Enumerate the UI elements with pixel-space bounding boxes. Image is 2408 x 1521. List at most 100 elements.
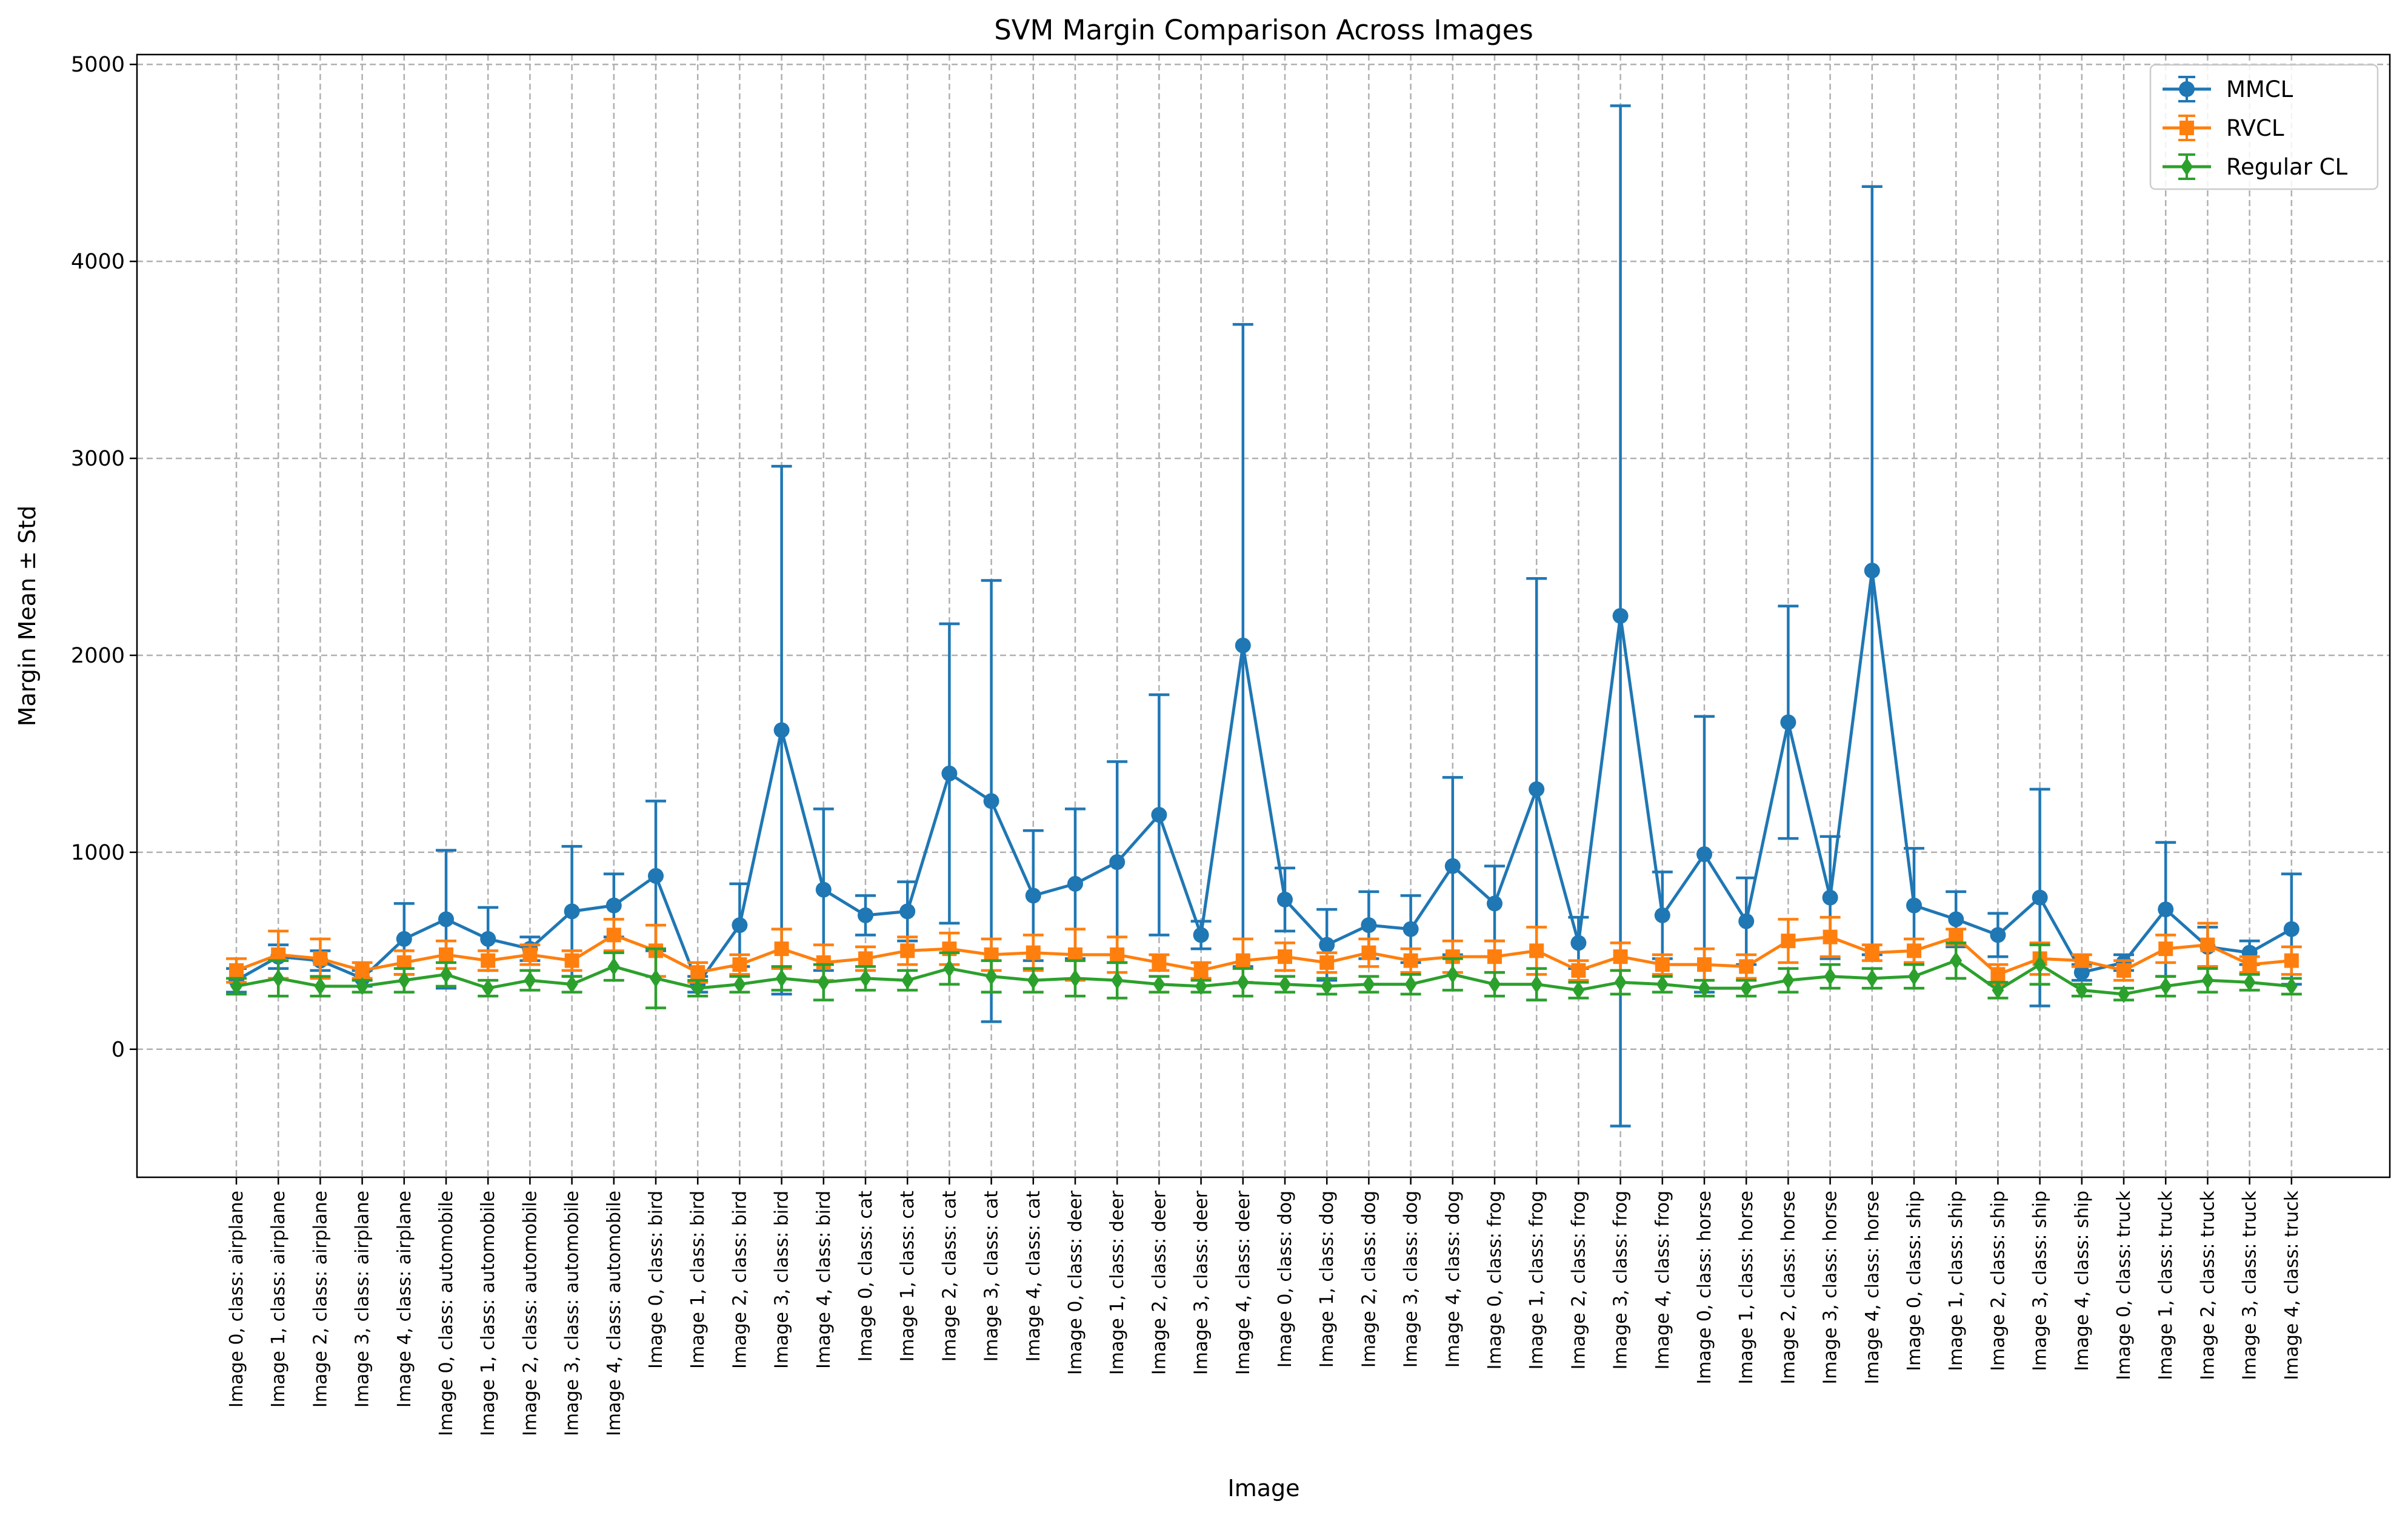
data-point: [229, 963, 244, 978]
data-point: [1950, 951, 1963, 970]
data-point: [1907, 943, 1921, 958]
data-point: [1738, 913, 1755, 929]
x-tick-label: Image 3, class: dog: [1401, 1191, 1422, 1368]
data-point: [1402, 921, 1419, 937]
x-axis: Image 0, class: airplane Image 1, class: …: [226, 1177, 2303, 1436]
data-point: [1278, 949, 1292, 964]
data-point: [1529, 781, 1545, 797]
data-point: [1612, 608, 1629, 624]
data-point: [1193, 927, 1209, 943]
x-axis-label: Image: [1227, 1475, 1299, 1502]
data-point: [1697, 957, 1712, 972]
data-point: [2242, 957, 2257, 972]
y-tick-label: 2000: [71, 644, 125, 668]
data-point: [1864, 945, 1879, 960]
y-axis: 0 1000 2000 3000 4000 5000: [71, 53, 137, 1062]
x-tick-label: Image 0, class: horse: [1694, 1191, 1715, 1385]
plot-area-frame: [136, 53, 2391, 1178]
data-point: [1822, 889, 1838, 906]
data-point: [272, 969, 285, 988]
x-tick-label: Image 0, class: cat: [855, 1191, 876, 1362]
data-point: [439, 947, 453, 962]
data-point: [1446, 965, 1459, 984]
data-point: [2158, 901, 2174, 918]
chart-title: SVM Margin Comparison Across Images: [994, 14, 1533, 46]
x-tick-label: Image 0, class: ship: [1904, 1191, 1925, 1371]
data-point: [480, 931, 496, 947]
data-point: [1613, 949, 1628, 964]
data-point: [1530, 975, 1543, 994]
data-point: [2160, 977, 2172, 995]
data-point: [1444, 858, 1461, 874]
data-point: [1362, 975, 1375, 994]
x-tick-label: Image 4, class: frog: [1652, 1191, 1673, 1369]
x-tick-label: Image 4, class: automobile: [604, 1191, 625, 1436]
data-point: [1780, 714, 1796, 730]
data-point: [1403, 953, 1418, 968]
data-point: [1698, 979, 1710, 998]
data-point: [1153, 975, 1166, 994]
data-point: [1570, 935, 1587, 951]
data-point: [1361, 945, 1376, 960]
data-point: [230, 977, 242, 995]
x-tick-label: Image 3, class: ship: [2030, 1191, 2051, 1371]
x-tick-label: Image 1, class: horse: [1736, 1191, 1757, 1385]
legend-marker: [2179, 81, 2195, 97]
data-point: [773, 722, 790, 738]
data-point: [440, 965, 452, 984]
data-point: [1782, 971, 1795, 990]
x-tick-label: Image 1, class: ship: [1946, 1191, 1967, 1371]
data-point: [1654, 907, 1670, 923]
x-tick-label: Image 3, class: deer: [1191, 1190, 1212, 1375]
legend-label: Regular CL: [2226, 154, 2348, 180]
data-point: [1279, 975, 1291, 994]
series-layer: [226, 104, 2302, 1128]
data-point: [1571, 963, 1586, 978]
x-tick-label: Image 0, class: dog: [1275, 1191, 1296, 1368]
legend-item-rvcl: RVCL: [2163, 115, 2284, 141]
data-point: [1864, 563, 1880, 579]
data-point: [815, 881, 832, 898]
x-tick-label: Image 0, class: frog: [1484, 1191, 1506, 1369]
x-tick-label: Image 4, class: cat: [1023, 1191, 1044, 1362]
data-point: [606, 928, 621, 943]
data-point: [900, 943, 915, 958]
data-point: [522, 947, 538, 962]
data-point: [775, 969, 788, 988]
x-tick-label: Image 0, class: airplane: [226, 1191, 247, 1408]
data-point: [2116, 963, 2131, 978]
data-point: [1235, 953, 1250, 968]
data-point: [2073, 964, 2090, 981]
data-point: [1656, 975, 1669, 994]
data-point: [859, 969, 872, 988]
data-point: [1487, 895, 1502, 912]
data-point: [692, 979, 704, 998]
data-point: [1319, 937, 1335, 953]
data-point: [1487, 949, 1502, 964]
series-regular-cl: [226, 941, 2302, 1009]
data-point: [605, 897, 622, 914]
data-point: [1696, 846, 1712, 863]
data-point: [1404, 975, 1417, 994]
data-point: [1109, 854, 1126, 871]
data-point: [2158, 941, 2173, 957]
data-point: [732, 917, 748, 934]
data-point: [2200, 937, 2215, 952]
data-point: [2283, 921, 2300, 937]
data-point: [1908, 967, 1920, 986]
data-point: [564, 903, 580, 920]
data-point: [1614, 973, 1627, 992]
data-point: [1781, 934, 1796, 949]
data-point: [1027, 971, 1039, 990]
data-point: [1026, 945, 1041, 960]
data-point: [2118, 984, 2130, 1003]
series-rvcl: [226, 915, 2302, 986]
data-point: [733, 975, 746, 994]
data-point: [564, 953, 579, 968]
data-point: [1277, 891, 1293, 908]
data-point: [2201, 971, 2214, 990]
data-point: [1824, 967, 1836, 986]
data-point: [1321, 977, 1333, 995]
